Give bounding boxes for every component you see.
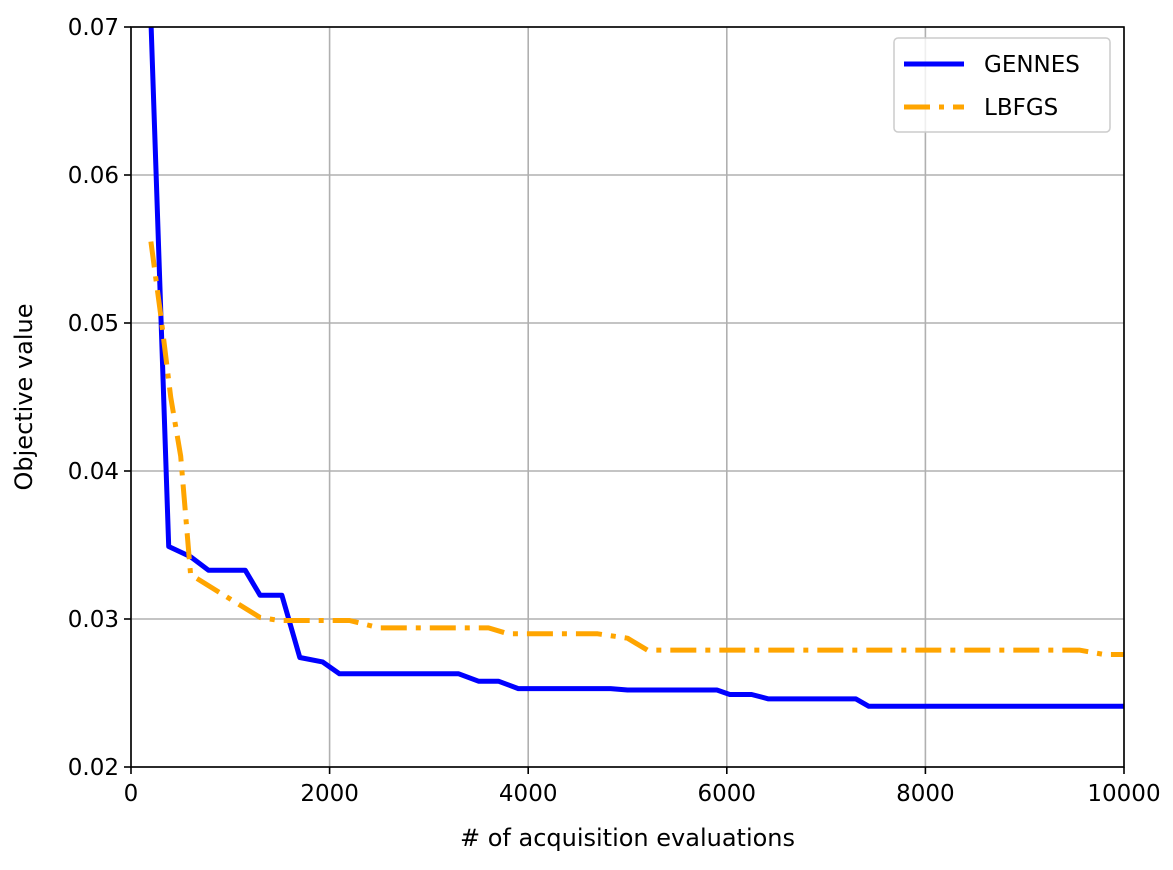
- x-axis-label: # of acquisition evaluations: [460, 824, 795, 852]
- y-tick-label: 0.05: [68, 311, 119, 337]
- y-tick-label: 0.06: [68, 163, 119, 189]
- legend-label-gennes: GENNES: [984, 52, 1080, 78]
- series-line-lbfgs: [148, 241, 1124, 657]
- x-tick-label: 8000: [896, 781, 955, 807]
- x-tick-label: 10000: [1087, 781, 1160, 807]
- y-tick-label: 0.04: [68, 459, 119, 485]
- ticks: 0 2000 4000 6000 8000 10000 0.02 0.03 0.04 0.05 0.…: [68, 15, 1161, 807]
- plot-frame: [130, 26, 1125, 768]
- x-tick-label: 0: [124, 781, 139, 807]
- x-tick-label: 6000: [698, 781, 757, 807]
- y-tick-label: 0.07: [68, 15, 119, 41]
- legend: GENNES LBFGS: [893, 37, 1111, 133]
- y-axis-label: Objective value: [10, 304, 38, 491]
- series-layer: [148, 27, 1124, 709]
- legend-label-lbfgs: LBFGS: [984, 95, 1058, 121]
- x-tick-label: 4000: [499, 781, 558, 807]
- y-tick-label: 0.02: [68, 755, 119, 781]
- y-tick-label: 0.03: [68, 607, 119, 633]
- x-tick-label: 2000: [300, 781, 359, 807]
- series-line-gennes: [148, 27, 1124, 709]
